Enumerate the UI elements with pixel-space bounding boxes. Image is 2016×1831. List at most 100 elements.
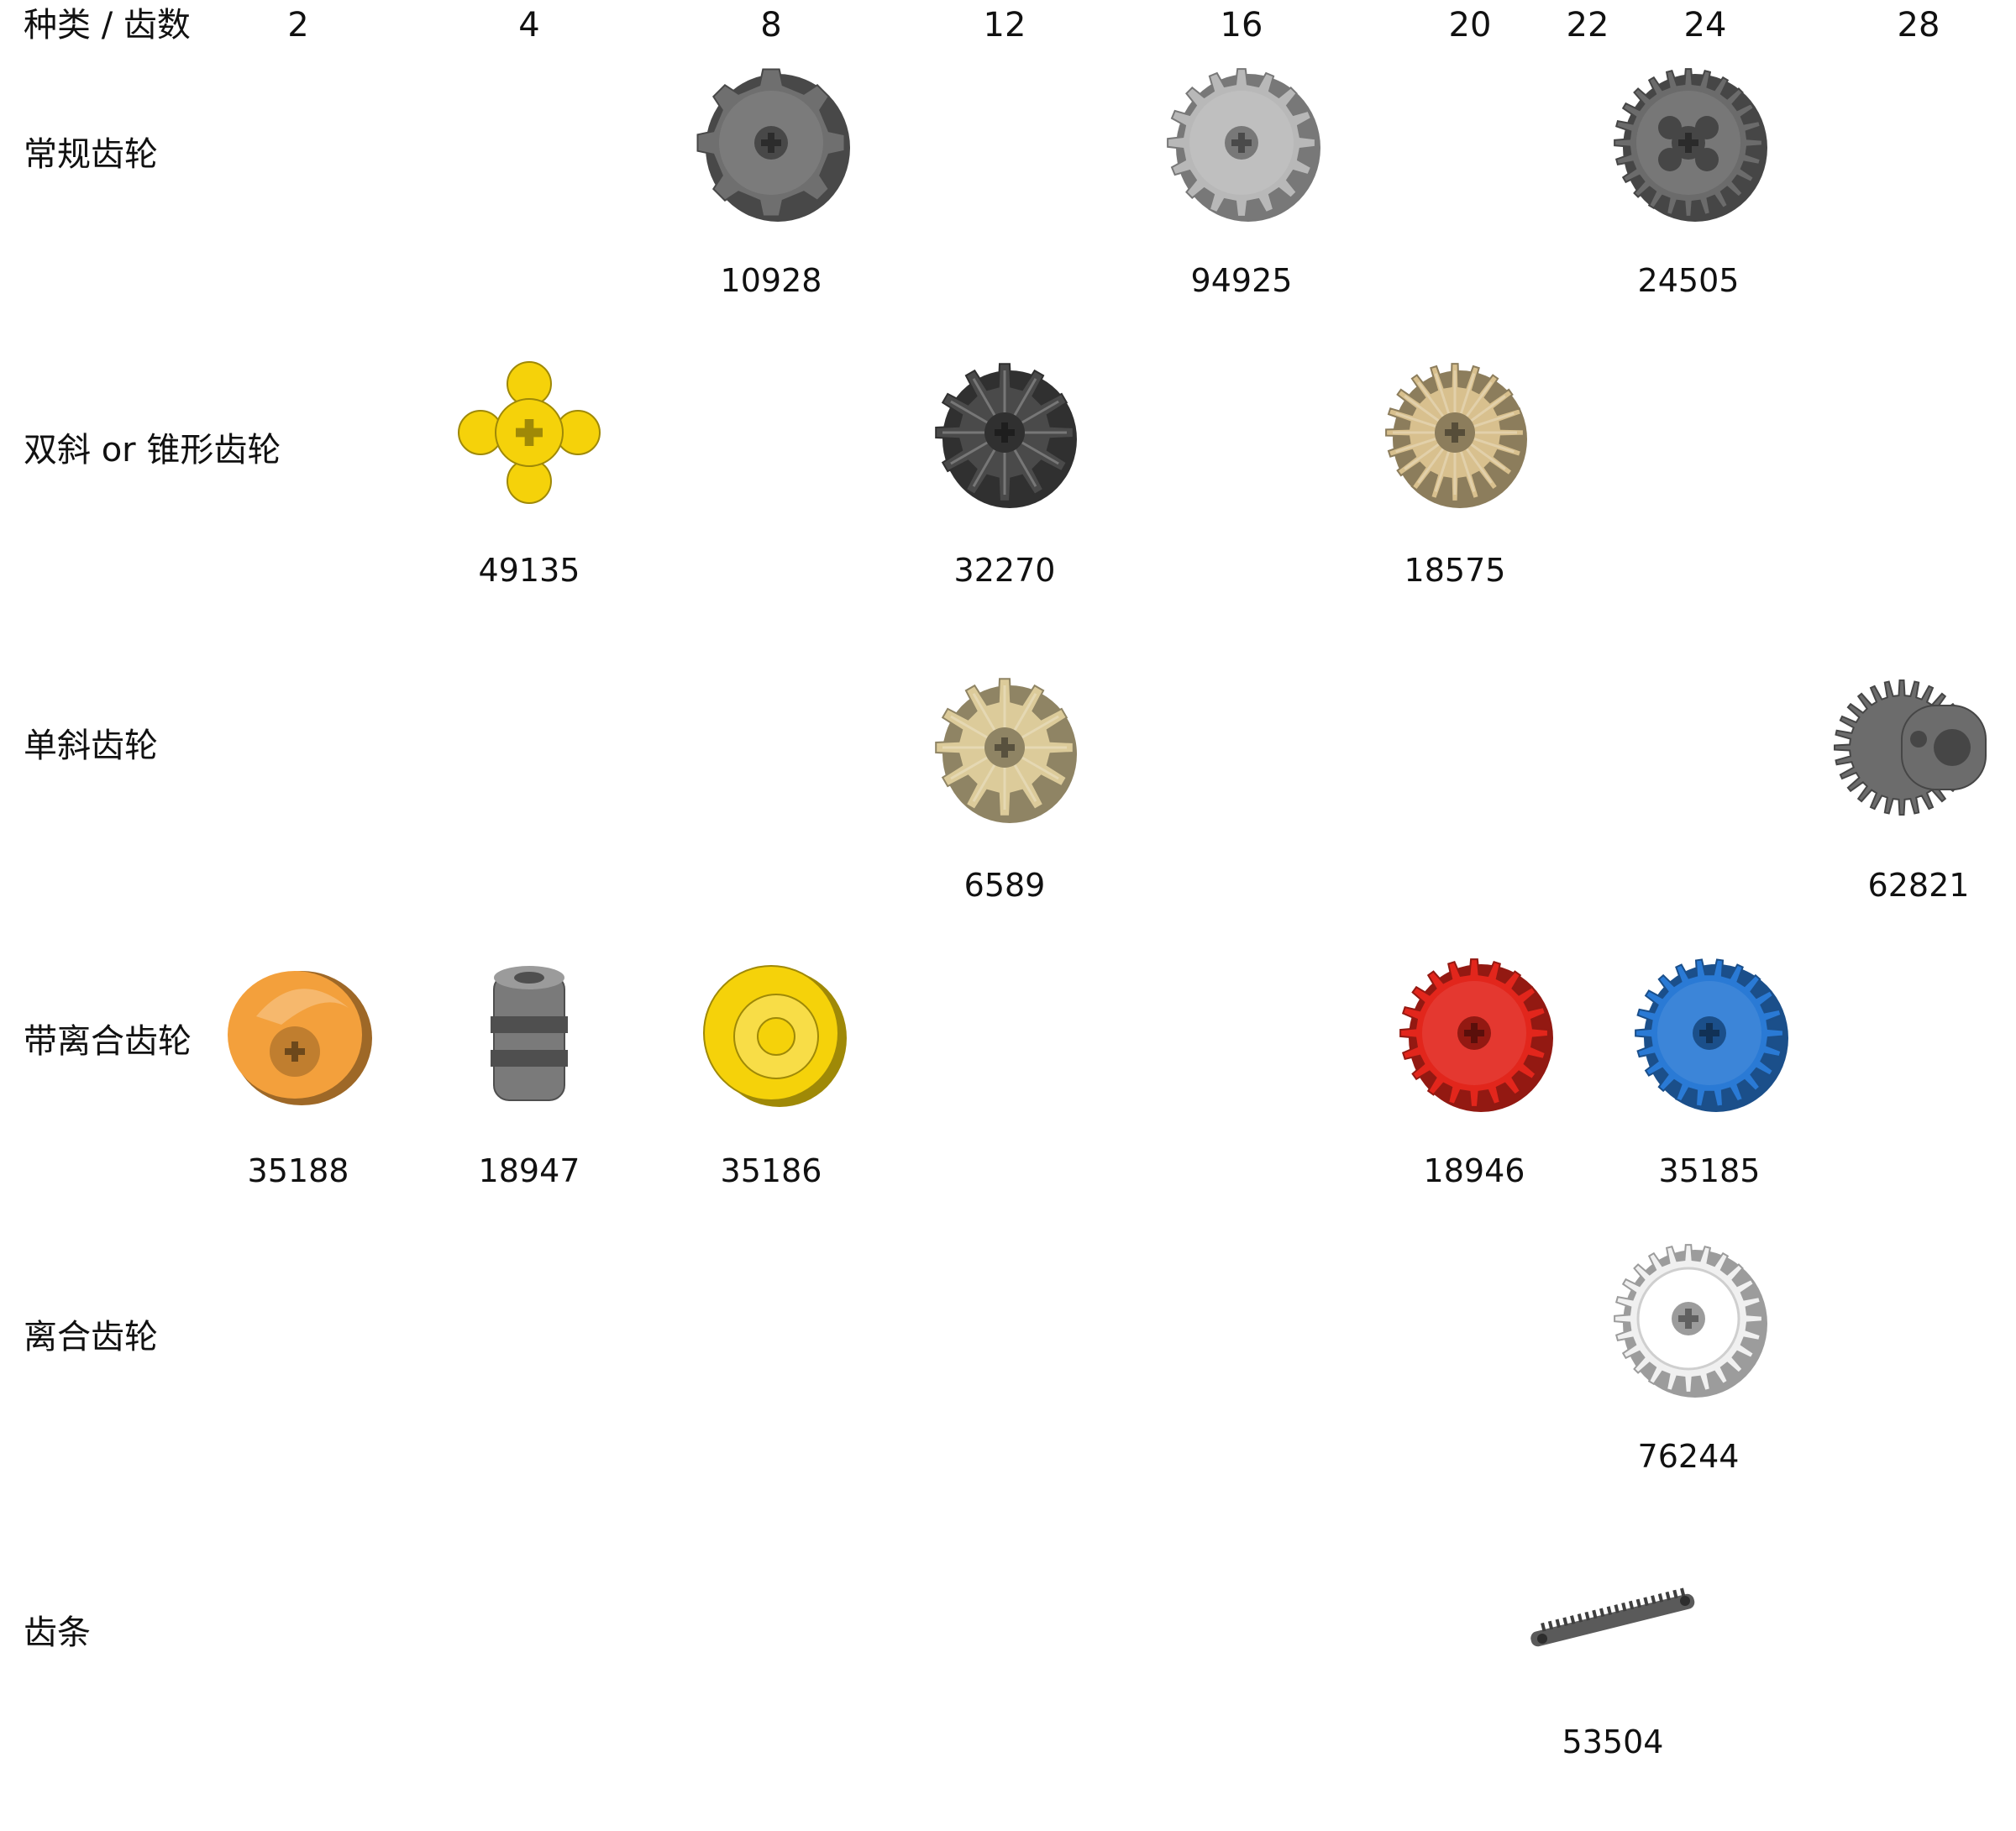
part-number: 35188 — [247, 1152, 349, 1189]
header-corner-label: 种类 / 齿数 — [24, 6, 191, 45]
bevel-ridge — [1465, 448, 1493, 484]
part-image-spur — [1399, 958, 1553, 1112]
row-label-single-bevel: 单斜齿轮 — [24, 727, 158, 765]
bevel-ridge — [1404, 443, 1440, 470]
part-94925: 94925 — [1141, 67, 1342, 353]
part-6589: 6589 — [904, 672, 1105, 957]
rack-tooth — [1541, 1622, 1546, 1632]
teeth-col-22: 22 — [1566, 6, 1609, 45]
rack-tooth — [1599, 1608, 1605, 1618]
part-image-rack — [1530, 1587, 1695, 1647]
rack-tooth — [1651, 1595, 1656, 1604]
bevel-ridge — [1013, 378, 1037, 416]
part-image-clutch — [491, 966, 568, 1101]
part-76244: 76244 — [1588, 1243, 1789, 1529]
part-number: 35186 — [720, 1152, 822, 1189]
driver-hook — [256, 989, 349, 1025]
rack-bar — [1530, 1593, 1695, 1647]
teeth-col-8: 8 — [760, 6, 782, 45]
part-number: 18946 — [1423, 1152, 1525, 1189]
part-53504: 53504 — [1512, 1545, 1714, 1831]
rack-tooth — [1635, 1598, 1641, 1608]
row-label-clutch: 离合齿轮 — [24, 1318, 158, 1356]
bevel-ridge — [950, 400, 988, 424]
bevel-ridge — [1465, 381, 1493, 417]
part-number: 6589 — [963, 867, 1046, 904]
clutch-top-hole — [514, 972, 544, 984]
bevel-ridge — [950, 756, 988, 780]
bevel-ridge — [950, 715, 988, 739]
part-35188: 35188 — [197, 957, 399, 1243]
part-35186: 35186 — [670, 957, 872, 1243]
bevel-ridge — [972, 693, 996, 731]
part-18946: 18946 — [1373, 957, 1575, 1243]
bevel-ridge — [972, 764, 996, 802]
row-label-double-bevel: 双斜 or 锥形齿轮 — [24, 431, 281, 470]
part-number: 94925 — [1190, 262, 1293, 299]
diff-hole — [1934, 729, 1971, 766]
part-number: 35185 — [1658, 1152, 1761, 1189]
rack-tooth — [1547, 1620, 1554, 1630]
clutch-groove — [491, 1016, 568, 1033]
bevel-ridge — [1021, 715, 1059, 739]
part-49135: 49135 — [428, 357, 630, 643]
rack-tooth — [1592, 1609, 1598, 1619]
part-32270: 32270 — [904, 357, 1105, 643]
rack-tooth — [1680, 1587, 1686, 1598]
part-number: 32270 — [953, 552, 1056, 589]
bevel-ridge — [1395, 437, 1436, 454]
part-image-spur-holes — [1614, 68, 1767, 222]
rack-tooth — [1606, 1606, 1613, 1615]
part-18575: 18575 — [1354, 357, 1556, 643]
part-number: 49135 — [478, 552, 580, 589]
bevel-ridge — [1434, 373, 1451, 414]
rack-tooth — [1577, 1613, 1583, 1623]
teeth-col-16: 16 — [1220, 6, 1263, 45]
rack-tooth — [1643, 1597, 1649, 1607]
bevel-ridge — [1021, 441, 1059, 465]
row-label-spur: 常规齿轮 — [24, 135, 158, 174]
bevel-ridge — [1021, 400, 1059, 424]
part-62821: 62821 — [1818, 672, 2016, 957]
clutch-groove — [491, 1050, 568, 1067]
part-number: 18947 — [478, 1152, 580, 1189]
part-image-spur — [696, 68, 850, 222]
bevel-ridge — [972, 378, 996, 416]
part-number: 24505 — [1637, 262, 1740, 299]
clutch-body — [493, 973, 565, 1101]
diff-pin-hole — [1910, 731, 1927, 748]
bevel-ridge — [1473, 437, 1515, 454]
bevel-ridge — [1459, 451, 1476, 492]
part-image-spur — [1635, 958, 1788, 1112]
rack-tooth — [1672, 1589, 1678, 1599]
teeth-col-28: 28 — [1897, 6, 1940, 45]
part-image-spur-disc — [1614, 1244, 1767, 1398]
bevel-ridge — [1417, 381, 1445, 417]
rack-end-hole — [1680, 1596, 1690, 1606]
hub-center — [757, 1017, 795, 1056]
rack-tooth — [1621, 1602, 1627, 1612]
rack-tooth — [1562, 1617, 1568, 1627]
rack-tooth — [1628, 1600, 1635, 1610]
rack-tooth — [1665, 1591, 1671, 1601]
gear-chart: 种类 / 齿数 2 4 8 12 16 20 22 24 28 常规齿轮 双斜 … — [24, 6, 2016, 1760]
part-number: 76244 — [1637, 1438, 1740, 1475]
part-image-spur — [1167, 68, 1320, 222]
teeth-col-20: 20 — [1448, 6, 1492, 45]
teeth-col-12: 12 — [983, 6, 1026, 45]
bevel-ridge — [1459, 373, 1476, 414]
bevel-ridge — [1473, 412, 1515, 428]
bevel-ridge — [1434, 451, 1451, 492]
bevel-ridge — [1013, 449, 1037, 487]
part-number: 53504 — [1562, 1723, 1664, 1760]
teeth-col-2: 2 — [287, 6, 309, 45]
part-image-bevel — [1385, 363, 1527, 508]
rack-tooth — [1657, 1593, 1664, 1603]
part-35185: 35185 — [1609, 957, 1810, 1243]
part-number: 62821 — [1867, 867, 1970, 904]
bevel-ridge — [950, 441, 988, 465]
rack-tooth — [1570, 1615, 1576, 1624]
rack-tooth — [1614, 1604, 1620, 1613]
part-image-bevel — [935, 678, 1077, 823]
part-18947: 18947 — [428, 957, 630, 1243]
